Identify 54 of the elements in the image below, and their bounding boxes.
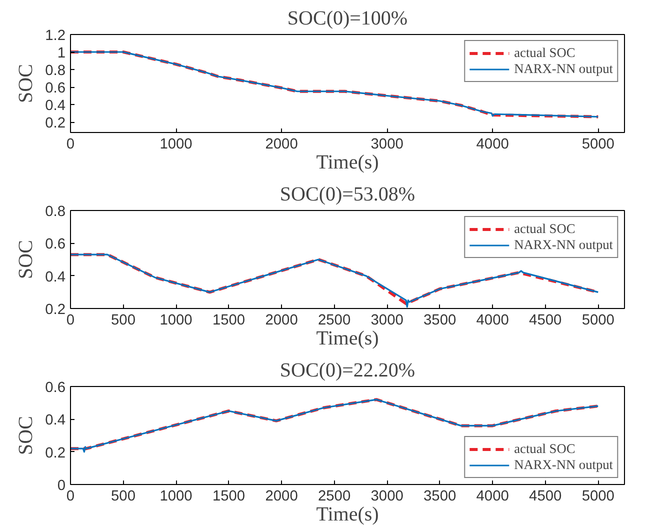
- x-axis-title: Time(s): [316, 328, 379, 350]
- y-tick-label: 0.2: [45, 302, 66, 318]
- x-tick-label: 4000: [476, 136, 509, 152]
- y-tick-label: 0.4: [45, 412, 66, 429]
- legend-label: NARX-NN output: [514, 457, 613, 473]
- y-tick-label: 0.8: [45, 63, 66, 79]
- x-tick-label: 2000: [265, 312, 298, 328]
- y-tick-label: 0.4: [45, 98, 66, 114]
- chart-title: SOC(0)=100%: [287, 8, 408, 30]
- x-tick-label: 3000: [370, 312, 404, 328]
- x-tick-label: 5000: [582, 312, 614, 328]
- legend-label: actual SOC: [514, 221, 576, 237]
- y-tick-label: 0: [57, 478, 66, 494]
- x-tick-label: 5000: [582, 136, 614, 152]
- x-tick-label: 500: [111, 488, 136, 504]
- x-tick-label: 3000: [370, 488, 404, 504]
- y-axis-title: SOC: [15, 64, 38, 103]
- x-tick-label: 2500: [318, 488, 351, 504]
- y-tick-label: 1: [57, 46, 66, 62]
- y-tick-label: 0.8: [45, 204, 66, 220]
- y-tick-label: 0.6: [45, 380, 66, 396]
- y-tick-label: 0.6: [45, 236, 66, 253]
- x-tick-label: 4000: [476, 312, 509, 328]
- chart-title: SOC(0)=53.08%: [280, 184, 416, 206]
- x-tick-label: 1000: [160, 488, 192, 504]
- legend-label: actual SOC: [514, 441, 576, 457]
- x-tick-label: 1500: [212, 488, 246, 504]
- x-tick-label: 500: [111, 312, 136, 328]
- x-tick-label: 2000: [265, 136, 298, 152]
- x-tick-label: 2500: [318, 312, 351, 328]
- x-tick-label: 1500: [212, 312, 246, 328]
- y-tick-label: 0.4: [45, 269, 66, 286]
- x-tick-label: 3000: [370, 136, 404, 152]
- y-tick-label: 0.2: [45, 445, 66, 462]
- x-tick-label: 3500: [424, 312, 456, 328]
- x-tick-label: 3500: [424, 488, 456, 504]
- x-tick-label: 4500: [529, 312, 562, 328]
- x-axis-title: Time(s): [316, 504, 379, 526]
- y-tick-label: 0.2: [45, 116, 66, 132]
- legend-label: NARX-NN output: [514, 61, 613, 77]
- y-tick-label: 1.2: [45, 28, 66, 44]
- x-axis-title: Time(s): [316, 152, 379, 174]
- x-tick-label: 5000: [582, 488, 614, 504]
- x-tick-label: 4000: [476, 488, 509, 504]
- y-tick-label: 0.6: [45, 80, 66, 96]
- x-tick-label: 1000: [160, 312, 192, 328]
- x-tick-label: 2000: [265, 488, 298, 504]
- chart-title: SOC(0)=22.20%: [280, 360, 416, 382]
- x-tick-label: 4500: [529, 488, 562, 504]
- x-tick-label: 1000: [160, 136, 192, 152]
- legend-label: actual SOC: [514, 45, 576, 61]
- y-axis-title: SOC: [15, 416, 38, 455]
- y-axis-title: SOC: [15, 240, 38, 279]
- legend-label: NARX-NN output: [514, 237, 613, 253]
